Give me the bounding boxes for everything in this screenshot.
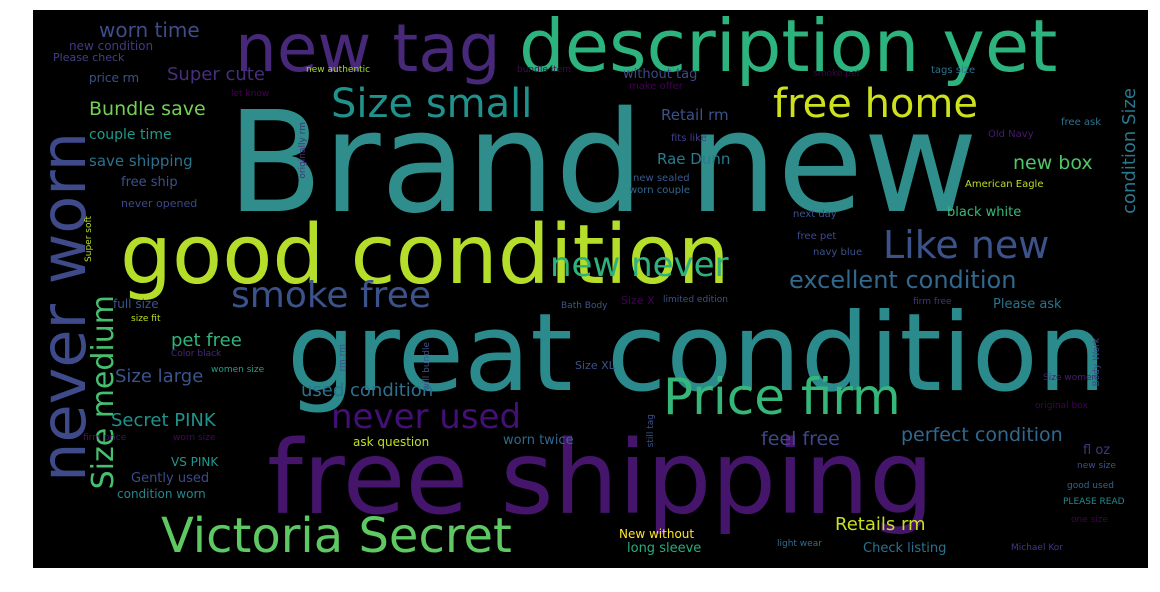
word-free-pet: free pet: [797, 231, 837, 242]
word-bundle-item: bundle item: [517, 65, 572, 75]
word-new-sealed: new sealed: [633, 173, 690, 184]
word-new-authentic: new authentic: [306, 65, 371, 75]
word-check-listing: Check listing: [863, 541, 947, 556]
word-worn-time: worn time: [99, 18, 200, 42]
word-free-shipping: free shipping: [267, 419, 934, 538]
word-let-know: let know: [231, 89, 270, 99]
word-worn-twice: worn twice: [503, 433, 574, 448]
word-size-x: Size X: [621, 294, 655, 307]
word-rm-rm: rm rm: [338, 344, 348, 372]
word-condition-size: condition Size: [1119, 88, 1140, 214]
word-light-wear: light wear: [777, 539, 822, 549]
word-american-eagle: American Eagle: [965, 179, 1044, 190]
word-will-bundle: will bundle: [422, 342, 432, 391]
word-price-rm: price rm: [89, 71, 140, 85]
word-couple-time: couple time: [89, 127, 172, 143]
word-firm-price: firm price: [83, 433, 127, 443]
word-great-condition: great condition: [287, 291, 1107, 416]
word-new-size: new size: [1077, 461, 1116, 471]
word-one-size: one size: [1071, 515, 1109, 525]
word-size-women: Size women: [1043, 373, 1098, 383]
word-full-size: full size: [113, 297, 159, 311]
word-price-firm: Price firm: [663, 368, 901, 426]
word-body-work: Body Work: [1092, 338, 1102, 387]
word-size-medium: Size medium: [86, 295, 121, 490]
word-brand-new: Brand new: [227, 82, 978, 245]
word-excellent-condition: excellent condition: [789, 266, 1017, 294]
word-free-ask: free ask: [1061, 117, 1102, 128]
word-free-ship: free ship: [121, 175, 178, 190]
word-rae-dunn: Rae Dunn: [657, 150, 731, 168]
word-ask-question: ask question: [353, 435, 430, 449]
word-new-box: new box: [1013, 152, 1093, 174]
word-save-shipping: save shipping: [89, 152, 193, 170]
word-good-condition: good condition: [120, 208, 730, 303]
word-like-new: Like new: [883, 223, 1050, 267]
word-feel-free: feel free: [761, 428, 840, 450]
word-without-tag: without tag: [623, 67, 698, 82]
word-free-home: free home: [773, 81, 978, 127]
word-never-opened: never opened: [121, 197, 198, 210]
word-description-yet: description yet: [519, 10, 1058, 88]
word-smoke-free: smoke free: [231, 275, 431, 316]
word-women-size: women size: [211, 365, 265, 375]
word-vs-pink: VS PINK: [171, 455, 219, 469]
word-condition-worn: condition worn: [117, 487, 206, 501]
word-new-condition: new condition: [69, 39, 154, 53]
word-never-used: never used: [331, 397, 522, 437]
word-long-sleeve: long sleeve: [627, 541, 702, 556]
word-please-read: PLEASE READ: [1063, 497, 1125, 507]
word-good-used: good used: [1067, 481, 1114, 491]
word-old-navy: Old Navy: [988, 129, 1034, 140]
word-bath-body: Bath Body: [561, 301, 608, 311]
word-used-condition: used condition: [301, 380, 434, 401]
word-bundle-save: Bundle save: [89, 98, 206, 120]
word-next-day: next day: [793, 209, 837, 220]
word-fl-oz: fl oz: [1083, 443, 1111, 458]
word-size-small: Size small: [331, 81, 533, 127]
word-original-box: original box: [1035, 401, 1088, 411]
word-color-black: Color black: [171, 349, 222, 359]
word-michael-kor: Michael Kor: [1011, 543, 1063, 553]
word-cloud: Brand new great condition free shipping …: [33, 10, 1148, 568]
word-new-never: new never: [550, 245, 729, 285]
word-worn-couple: worn couple: [629, 185, 690, 196]
word-new-without: New without: [619, 527, 695, 541]
word-please-ask: Please ask: [993, 297, 1062, 312]
word-make-offer: make offer: [629, 81, 683, 92]
word-retails-rm: Retails rm: [835, 514, 926, 535]
word-tags-size: tags size: [931, 65, 976, 76]
word-secret-pink: Secret PINK: [111, 410, 216, 431]
word-size-xl: Size XL: [575, 359, 615, 372]
word-retail-rm: Retail rm: [661, 106, 729, 124]
word-size-large: Size large: [115, 366, 204, 387]
word-please-check: Please check: [53, 51, 125, 64]
word-new-tag: new tag: [235, 10, 501, 87]
word-limited-edition: limited edition: [663, 295, 728, 305]
word-still-tag: still tag: [646, 414, 656, 448]
word-super-cute: Super cute: [167, 64, 265, 85]
word-victoria-secret: Victoria Secret: [161, 508, 512, 564]
word-pet-free: pet free: [171, 330, 242, 351]
word-firm-free: firm free: [913, 297, 952, 307]
word-perfect-condition: perfect condition: [901, 424, 1063, 446]
word-black-white: black white: [947, 205, 1022, 220]
word-smoke-pet: smoke pet: [813, 69, 861, 79]
word-fits-like: fits like: [671, 133, 707, 144]
word-gently-used: Gently used: [131, 471, 210, 486]
word-navy-blue: navy blue: [813, 247, 863, 258]
word-size-fit: size fit: [131, 314, 161, 324]
word-worn-size: worn size: [173, 433, 216, 443]
word-originally-rm: originally rm: [298, 122, 308, 179]
word-super-soft: Super soft: [84, 216, 94, 262]
